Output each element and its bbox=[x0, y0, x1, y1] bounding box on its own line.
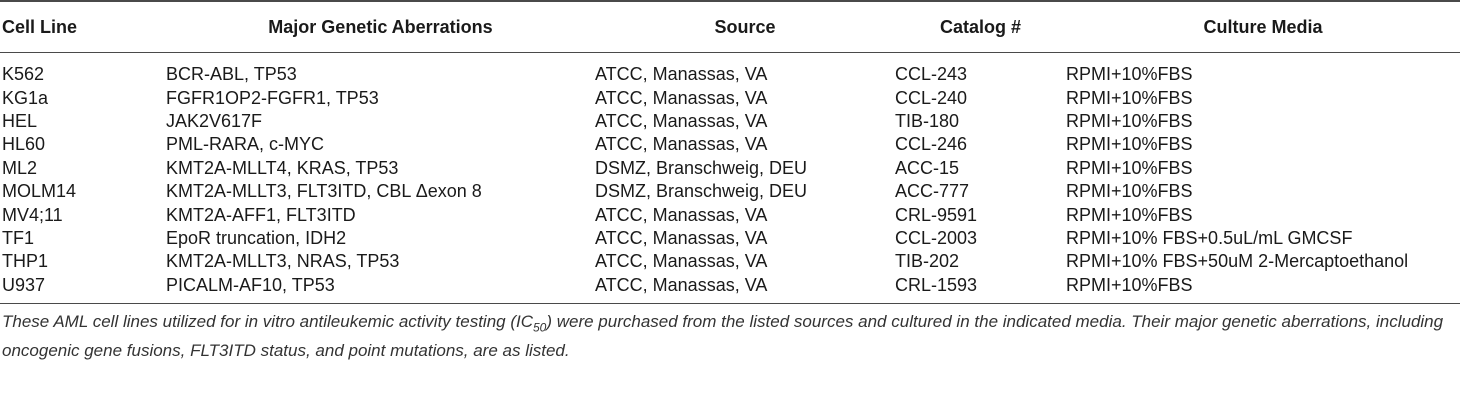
cell-catalog: ACC-15 bbox=[895, 157, 960, 178]
cell-cell-line: HEL bbox=[2, 110, 38, 131]
cell-genetic-aberrations: FGFR1OP2-FGFR1, TP53 bbox=[166, 87, 379, 108]
cell-genetic-aberrations: JAK2V617F bbox=[166, 110, 263, 131]
cell-catalog: CCL-246 bbox=[895, 134, 968, 155]
cell-source: ATCC, Manassas, VA bbox=[595, 227, 768, 248]
cell-source: ATCC, Manassas, VA bbox=[595, 134, 768, 155]
cell-cell-line: ML2 bbox=[2, 157, 38, 178]
table-header-row: Cell Line Major Genetic Aberrations Sour… bbox=[0, 0, 1460, 53]
header-culture-media: Culture Media bbox=[1066, 0, 1460, 53]
cell-source: ATCC, Manassas, VA bbox=[595, 110, 768, 131]
cell-culture-media: RPMI+10% FBS+50uM 2-Mercaptoethanol bbox=[1066, 251, 1409, 272]
caption-text-2: ) were purchased from the listed sources… bbox=[2, 311, 1444, 361]
cell-cell-line: U937 bbox=[0, 273, 166, 304]
table-row: MOLM14 KMT2A-MLLT3, FLT3ITD, CBL Δexon 8 D… bbox=[0, 180, 1460, 203]
caption-subscript: 50 bbox=[532, 320, 547, 335]
cell-culture-media: RPMI+10%FBS bbox=[1066, 204, 1193, 225]
table-row: K562 BCR-ABL, TP53 ATCC, Manassas, VA CCL-2… bbox=[0, 53, 1460, 87]
header-catalog: Catalog # bbox=[895, 0, 1066, 53]
cell-catalog: CRL-1593 bbox=[895, 273, 1066, 304]
cell-culture-media: RPMI+10%FBS bbox=[1066, 110, 1193, 131]
table-row: HL60 PML-RARA, c-MYC ATCC, Manassas, VA CCL… bbox=[0, 133, 1460, 156]
cell-culture-media: RPMI+10%FBS bbox=[1066, 181, 1193, 202]
cell-cell-line: TF1 bbox=[2, 227, 35, 248]
cell-cell-line: HL60 bbox=[2, 134, 46, 155]
cell-culture-media: RPMI+10%FBS bbox=[1066, 157, 1193, 178]
cell-culture-media: RPMI+10%FBS bbox=[1066, 87, 1193, 108]
cell-catalog: TIB-180 bbox=[895, 110, 960, 131]
cell-genetic-aberrations: BCR-ABL, TP53 bbox=[166, 64, 297, 85]
header-source: Source bbox=[595, 0, 895, 53]
table-row: MV4;11 KMT2A-AFF1, FLT3ITD ATCC, Manassas,… bbox=[0, 203, 1460, 226]
table-row: THP1 KMT2A-MLLT3, NRAS, TP53 ATCC, Manassa… bbox=[0, 250, 1460, 273]
cell-culture-media: RPMI+10%FBS bbox=[1066, 134, 1193, 155]
cell-genetic-aberrations: KMT2A-MLLT3, FLT3ITD, CBL Δexon 8 bbox=[166, 181, 482, 202]
cell-genetic-aberrations: KMT2A-AFF1, FLT3ITD bbox=[166, 204, 356, 225]
cell-source: DSMZ, Branschweig, DEU bbox=[595, 157, 808, 178]
cell-catalog: CCL-243 bbox=[895, 64, 968, 85]
cell-line-table: Cell Line Major Genetic Aberrations Sour… bbox=[0, 0, 1460, 304]
cell-catalog: CRL-9591 bbox=[895, 204, 978, 225]
cell-cell-line: MOLM14 bbox=[2, 181, 77, 202]
cell-source: ATCC, Manassas, VA bbox=[595, 87, 768, 108]
table-row: ML2 KMT2A-MLLT4, KRAS, TP53 DSMZ, Branschw… bbox=[0, 157, 1460, 180]
cell-source: DSMZ, Branschweig, DEU bbox=[595, 181, 808, 202]
table-row: TF1 EpoR truncation, IDH2 ATCC, Manassas, … bbox=[0, 227, 1460, 250]
cell-catalog: CCL-240 bbox=[895, 87, 968, 108]
table-body: K562 BCR-ABL, TP53 ATCC, Manassas, VA CCL-2… bbox=[0, 53, 1460, 304]
header-genetic-aberrations: Major Genetic Aberrations bbox=[166, 0, 595, 53]
cell-cell-line: THP1 bbox=[2, 251, 49, 272]
cell-catalog: ACC-777 bbox=[895, 181, 970, 202]
table-row: KG1a FGFR1OP2-FGFR1, TP53 ATCC, Manassas, … bbox=[0, 86, 1460, 109]
cell-source: ATCC, Manassas, VA bbox=[595, 204, 768, 225]
cell-source: ATCC, Manassas, VA bbox=[595, 251, 768, 272]
cell-cell-line: KG1a bbox=[2, 87, 49, 108]
cell-cell-line: MV4;11 bbox=[2, 204, 63, 225]
table-row: U937 PICALM-AF10, TP53 ATCC, Manassas, VA C… bbox=[0, 273, 1460, 304]
cell-culture-media: RPMI+10%FBS bbox=[1066, 273, 1460, 304]
cell-culture-media: RPMI+10%FBS bbox=[1066, 64, 1193, 85]
cell-catalog: CCL-2003 bbox=[895, 227, 978, 248]
header-cell-line: Cell Line bbox=[0, 0, 166, 53]
table-caption: These AML cell lines utilized for in vit… bbox=[2, 310, 1452, 363]
cell-genetic-aberrations: KMT2A-MLLT4, KRAS, TP53 bbox=[166, 157, 399, 178]
cell-culture-media: RPMI+10% FBS+0.5uL/mL GMCSF bbox=[1066, 227, 1353, 248]
cell-source: ATCC, Manassas, VA bbox=[595, 273, 895, 304]
cell-genetic-aberrations: PICALM-AF10, TP53 bbox=[166, 273, 595, 304]
caption-text-1: These AML cell lines utilized for in vit… bbox=[2, 311, 533, 331]
cell-genetic-aberrations: PML-RARA, c-MYC bbox=[166, 134, 325, 155]
cell-source: ATCC, Manassas, VA bbox=[595, 64, 768, 85]
cell-genetic-aberrations: EpoR truncation, IDH2 bbox=[166, 227, 347, 248]
cell-genetic-aberrations: KMT2A-MLLT3, NRAS, TP53 bbox=[166, 251, 400, 272]
cell-cell-line: K562 bbox=[2, 64, 45, 85]
table-row: HEL JAK2V617F ATCC, Manassas, VA TIB-180 RPM… bbox=[0, 110, 1460, 133]
cell-catalog: TIB-202 bbox=[895, 251, 960, 272]
